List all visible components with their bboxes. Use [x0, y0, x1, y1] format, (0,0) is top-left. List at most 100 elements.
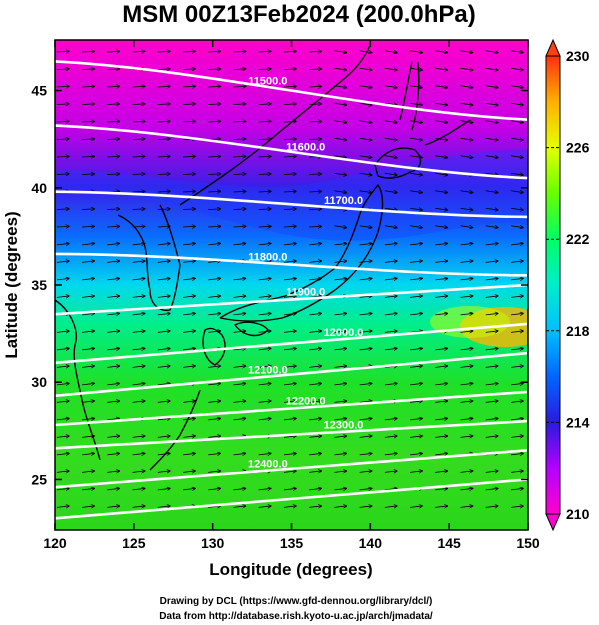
wind-arrow [157, 86, 170, 87]
wind-arrow [510, 51, 523, 53]
wind-arrow [409, 121, 422, 123]
wind-arrow [359, 506, 372, 507]
colorbar-min-arrow [545, 513, 561, 532]
wind-arrow [384, 173, 397, 175]
wind-arrow [182, 86, 195, 87]
wind-arrow [182, 191, 195, 192]
wind-arrow [384, 208, 397, 210]
wind-arrow [460, 86, 473, 88]
wind-arrow [107, 383, 119, 384]
wind-arrow [409, 51, 422, 53]
wind-arrow [233, 296, 245, 297]
wind-arrow [510, 121, 523, 123]
shikoku-coastline [233, 321, 269, 337]
wind-arrow [384, 86, 397, 88]
wind-arrow [132, 313, 145, 314]
contour-line [55, 390, 528, 427]
wind-arrow [82, 348, 94, 349]
wind-arrow [208, 209, 220, 210]
wind-arrow [309, 209, 321, 210]
wind-arrow [384, 156, 397, 158]
wind-arrow [435, 68, 447, 70]
wind-arrow [409, 173, 422, 175]
wind-arrow [485, 418, 498, 419]
wind-arrow [56, 383, 69, 384]
wind-arrow [410, 401, 422, 402]
wind-arrow [283, 296, 296, 297]
wind-arrow [384, 191, 397, 193]
wind-arrow [157, 243, 170, 244]
primorye-coastline [179, 44, 371, 206]
wind-arrow [182, 418, 195, 419]
wind-arrow [132, 348, 145, 349]
hokkaido-coastline [374, 147, 422, 179]
wind-arrow [359, 418, 372, 419]
contour-label: 11800.0 [248, 252, 287, 264]
contour-line [55, 190, 528, 219]
wind-arrow [258, 488, 271, 489]
wind-arrow [283, 191, 296, 192]
wind-arrow [283, 69, 296, 70]
wind-arrow [384, 278, 397, 279]
wind-arrow [384, 331, 397, 332]
wind-arrow [132, 191, 145, 192]
wind-arrow [56, 86, 69, 87]
wind-arrow [182, 436, 195, 437]
wind-arrow [208, 296, 220, 297]
wind-arrow [132, 488, 145, 489]
wind-arrow [460, 103, 473, 105]
wind-arrow [82, 418, 94, 419]
contour-label: 12100.0 [248, 365, 288, 377]
wind-arrow [309, 383, 321, 384]
wind-arrow [107, 209, 119, 210]
wind-arrow [258, 278, 271, 279]
wind-arrow [283, 261, 296, 262]
contour-line [55, 351, 528, 398]
wind-arrow [157, 261, 170, 262]
wind-arrow [359, 261, 372, 262]
contour-label: 11700.0 [324, 195, 363, 207]
wind-arrow [435, 488, 447, 489]
wind-arrow [56, 366, 69, 367]
wind-arrow [208, 366, 220, 367]
china-coastline [55, 299, 101, 461]
wind-arrow [510, 86, 523, 88]
wind-arrow [82, 471, 94, 472]
wind-arrow [82, 313, 94, 314]
wind-arrow [435, 86, 447, 88]
wind-arrow [283, 488, 296, 489]
wind-arrow [485, 208, 498, 210]
wind-arrow [485, 488, 498, 489]
wind-arrow [460, 313, 473, 314]
wind-arrow [435, 418, 447, 419]
wind-arrow [510, 68, 523, 70]
wind-arrow [208, 191, 220, 192]
wind-arrow [384, 138, 397, 140]
wind-arrow [485, 191, 498, 193]
wind-arrow [182, 209, 195, 210]
wind-arrow [56, 243, 69, 244]
wind-arrow [82, 226, 94, 227]
height-contours: 11500.0 11600.0 11700.0 11800.0 11900.0 12000… [55, 60, 528, 520]
wind-arrow [132, 506, 145, 507]
wind-arrow [510, 313, 523, 314]
wind-arrow [258, 348, 271, 349]
wind-arrow [485, 68, 498, 70]
wind-arrow [435, 191, 447, 193]
wind-arrow [208, 121, 220, 122]
y-tick-label: 25 [31, 471, 47, 487]
wind-arrow [258, 296, 271, 297]
wind-arrow [410, 366, 422, 367]
x-axis-label: Longitude (degrees) [209, 560, 372, 579]
wind-arrow [233, 418, 245, 419]
wind-arrow [233, 51, 245, 52]
wind-arrow [359, 226, 372, 228]
wind-arrow [283, 418, 296, 419]
wind-arrow [157, 383, 170, 384]
wind-arrow [56, 51, 69, 52]
wind-arrow [384, 121, 397, 123]
wind-arrow [157, 366, 170, 367]
wind-arrow [334, 191, 346, 193]
wind-arrow [182, 296, 195, 297]
wind-arrow [334, 471, 346, 472]
